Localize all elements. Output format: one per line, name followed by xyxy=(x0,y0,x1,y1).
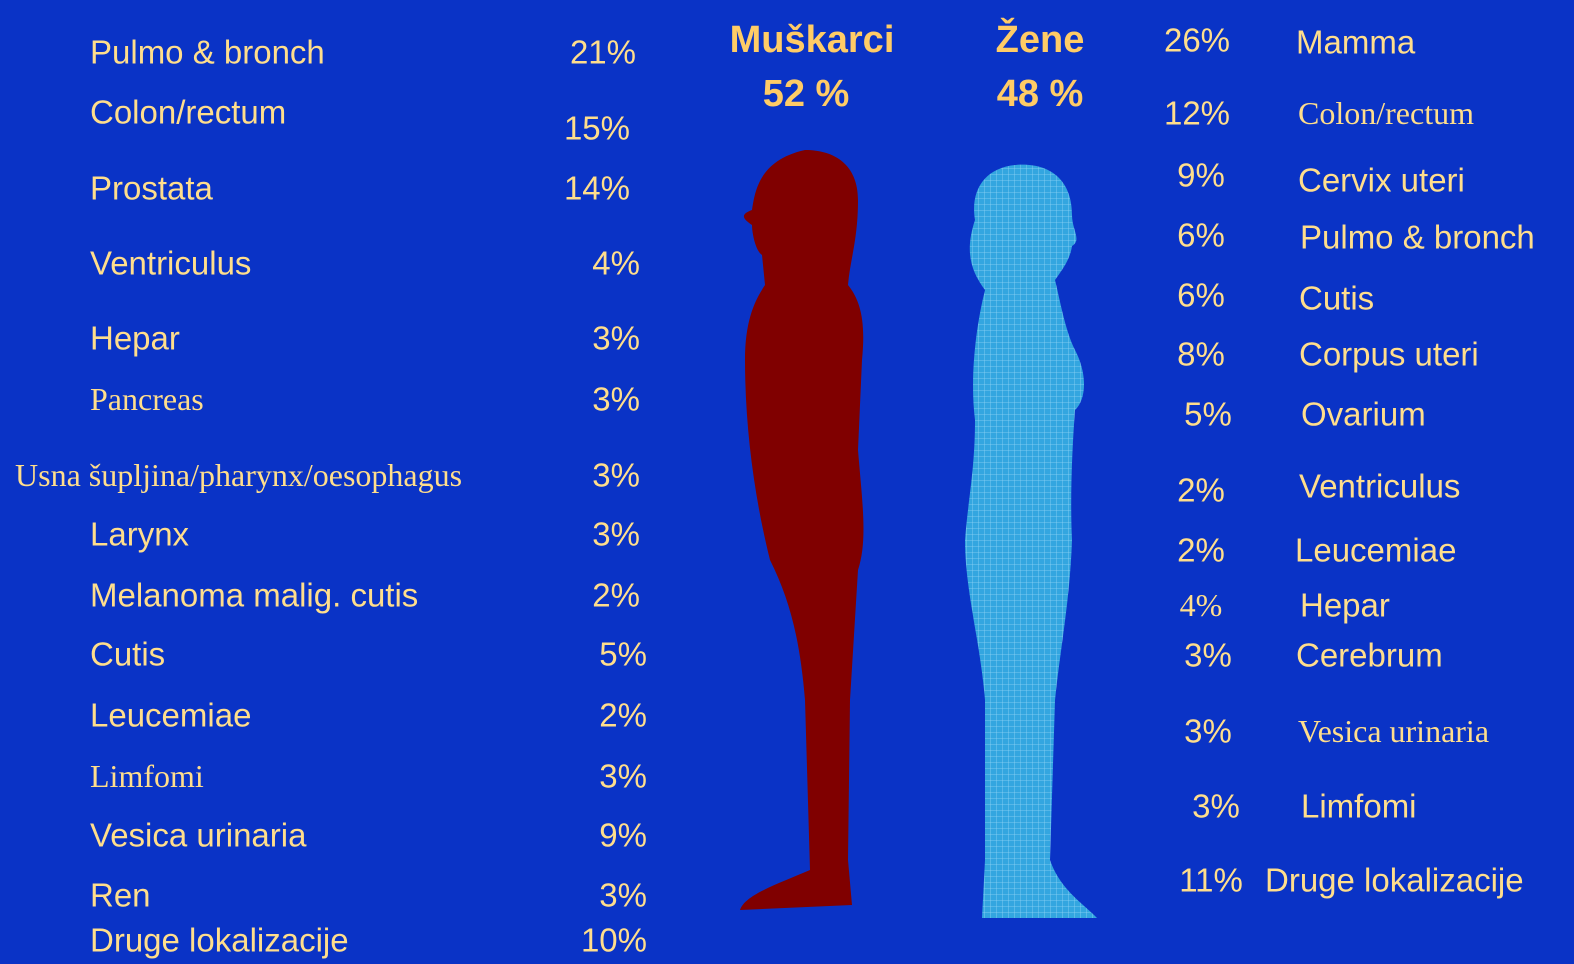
women-percent: 26% xyxy=(1164,24,1230,57)
men-label: Usna šupljina/pharynx/oesophagus xyxy=(15,459,462,491)
women-percent: 2% xyxy=(1177,534,1225,567)
women-label: Limfomi xyxy=(1301,790,1417,823)
male-silhouette xyxy=(740,150,863,910)
men-label: Vesica urinaria xyxy=(90,819,306,852)
men-percent: 10% xyxy=(581,924,647,957)
men-label: Colon/rectum xyxy=(90,96,286,129)
men-percent: 5% xyxy=(599,638,647,671)
men-label: Limfomi xyxy=(90,760,204,792)
men-percent: 3% xyxy=(599,879,647,912)
women-share: 48 % xyxy=(997,75,1084,113)
men-label: Melanoma malig. cutis xyxy=(90,579,418,612)
women-label: Leucemiae xyxy=(1295,534,1456,567)
men-percent: 2% xyxy=(592,579,640,612)
men-percent: 3% xyxy=(592,518,640,551)
men-label: Cutis xyxy=(90,638,165,671)
women-percent: 9% xyxy=(1177,159,1225,192)
page: Slide {"men": {"title": "Muškarci", "sha… xyxy=(0,0,1574,964)
women-label: Ovarium xyxy=(1301,398,1426,431)
men-label: Pancreas xyxy=(90,383,204,415)
women-percent: 2% xyxy=(1177,474,1225,507)
men-percent: 3% xyxy=(592,383,640,416)
men-label: Hepar xyxy=(90,322,180,355)
men-label: Ventriculus xyxy=(90,247,251,280)
women-title: Žene xyxy=(996,21,1085,59)
women-label: Druge lokalizacije xyxy=(1265,864,1524,897)
men-label: Larynx xyxy=(90,518,189,551)
women-label: Mamma xyxy=(1296,26,1415,59)
women-percent: 6% xyxy=(1177,279,1225,312)
men-percent: 2% xyxy=(599,699,647,732)
women-percent: 3% xyxy=(1192,790,1240,823)
men-label: Prostata xyxy=(90,172,213,205)
women-percent: 4% xyxy=(1180,589,1223,621)
women-label: Pulmo & bronch xyxy=(1300,221,1535,254)
men-share: 52 % xyxy=(763,75,850,113)
men-percent: 3% xyxy=(599,760,647,793)
women-percent: 5% xyxy=(1184,398,1232,431)
men-label: Druge lokalizacije xyxy=(90,924,349,957)
women-percent: 12% xyxy=(1164,97,1230,130)
female-silhouette xyxy=(965,165,1097,918)
women-percent: 11% xyxy=(1179,864,1243,897)
men-percent: 14% xyxy=(564,172,630,205)
men-percent: 3% xyxy=(592,322,640,355)
women-label: Hepar xyxy=(1300,589,1390,622)
men-percent: 21% xyxy=(570,36,636,69)
men-title: Muškarci xyxy=(730,21,895,59)
women-label: Corpus uteri xyxy=(1299,338,1479,371)
men-percent: 3% xyxy=(592,459,640,492)
men-label: Leucemiae xyxy=(90,699,251,732)
women-label: Cutis xyxy=(1299,282,1374,315)
women-label: Ventriculus xyxy=(1299,470,1460,503)
women-label: Cervix uteri xyxy=(1298,164,1465,197)
women-label: Colon/rectum xyxy=(1298,97,1474,129)
men-label: Ren xyxy=(90,879,151,912)
women-label: Cerebrum xyxy=(1296,639,1443,672)
women-percent: 3% xyxy=(1184,715,1232,748)
women-percent: 8% xyxy=(1177,338,1225,371)
slide: Muškarci 52 % Žene 48 % (() => { const d… xyxy=(0,0,1574,964)
men-percent: 9% xyxy=(599,819,647,852)
women-percent: 6% xyxy=(1177,219,1225,252)
men-percent: 4% xyxy=(592,247,640,280)
men-label: Pulmo & bronch xyxy=(90,36,325,69)
women-percent: 3% xyxy=(1184,639,1232,672)
women-label: Vesica urinaria xyxy=(1298,715,1489,747)
men-percent: 15% xyxy=(564,112,630,145)
